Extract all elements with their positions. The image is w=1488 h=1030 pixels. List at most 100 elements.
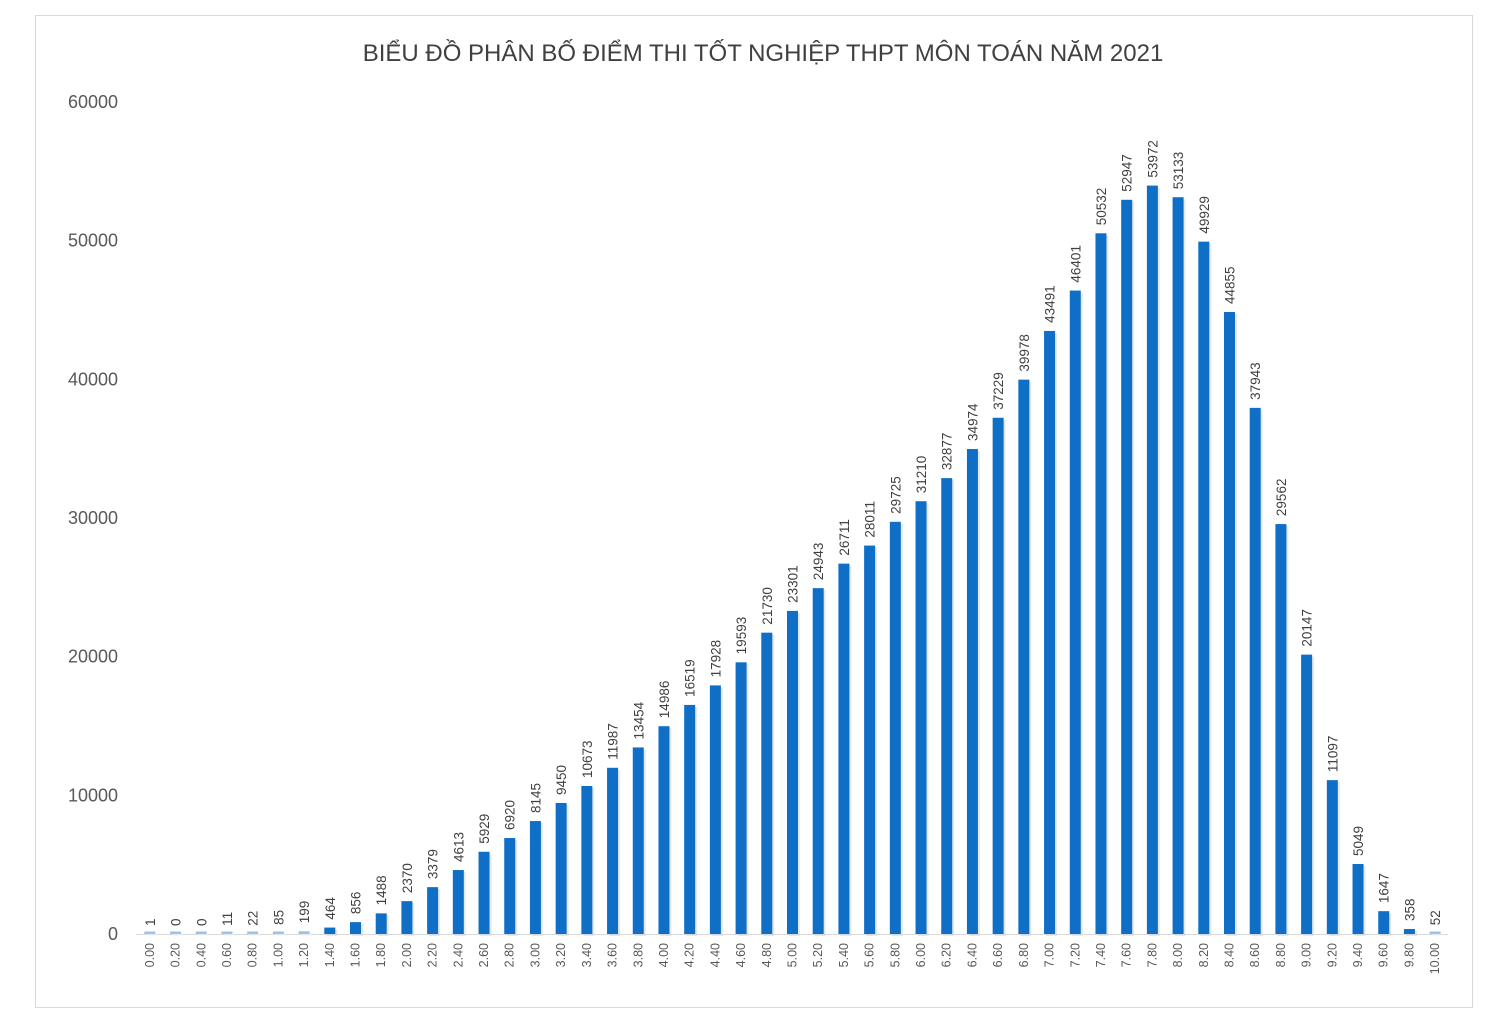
data-label: 22 <box>246 911 261 926</box>
x-tick-label: 2.80 <box>503 943 517 967</box>
data-label: 52947 <box>1120 154 1135 192</box>
x-tick-label: 1.00 <box>271 943 285 967</box>
data-label: 11987 <box>606 723 621 760</box>
x-tick-label: 8.60 <box>1248 943 1262 967</box>
data-label: 28011 <box>863 501 878 538</box>
bar <box>915 501 927 934</box>
bar-shadow <box>223 933 235 936</box>
bar <box>864 545 876 934</box>
data-label: 1488 <box>374 875 389 905</box>
y-tick-label: 50000 <box>68 231 118 251</box>
data-label: 37229 <box>991 372 1006 410</box>
bar <box>838 563 850 934</box>
y-tick-label: 10000 <box>68 785 118 805</box>
x-tick-label: 4.00 <box>657 943 671 967</box>
x-tick-label: 2.20 <box>426 943 440 967</box>
x-tick-label: 3.20 <box>554 943 568 967</box>
data-label: 9450 <box>554 765 569 795</box>
x-tick-label: 2.40 <box>451 943 465 967</box>
data-label: 13454 <box>631 701 646 739</box>
data-label: 53972 <box>1145 140 1160 178</box>
x-tick-label: 2.00 <box>400 943 414 967</box>
y-tick-label: 30000 <box>68 508 118 528</box>
bar <box>1069 290 1081 934</box>
bar-shadow <box>197 933 209 936</box>
bar <box>1378 911 1390 934</box>
bar <box>1018 379 1030 934</box>
data-label: 85 <box>271 910 286 925</box>
data-label: 24943 <box>811 543 826 581</box>
data-label: 37943 <box>1248 362 1263 400</box>
bar <box>350 922 361 934</box>
bar <box>607 767 619 934</box>
x-tick-label: 4.20 <box>683 943 697 967</box>
bar <box>247 931 259 934</box>
x-tick-label: 7.00 <box>1043 943 1057 967</box>
bar <box>889 521 901 934</box>
x-tick-label: 7.20 <box>1068 943 1082 967</box>
bar <box>761 632 773 934</box>
bar-shadow <box>249 933 261 936</box>
x-tick-label: 1.80 <box>374 943 388 967</box>
x-tick-label: 6.80 <box>1017 943 1031 967</box>
bar <box>298 931 310 934</box>
data-label: 5929 <box>477 814 492 844</box>
x-tick-label: 6.40 <box>965 943 979 967</box>
y-tick-label: 40000 <box>68 369 118 389</box>
data-labels: 1 0 0 11 22 85 199 464 856 1488 2370 3379 4613 5929 69… <box>143 140 1443 926</box>
bar <box>992 417 1004 934</box>
bar <box>170 931 182 934</box>
bar <box>1275 524 1287 934</box>
bar <box>1172 197 1184 934</box>
bar <box>941 478 953 934</box>
data-label: 17928 <box>708 640 723 678</box>
bar <box>272 931 284 934</box>
bar-shadow <box>300 933 312 936</box>
bar <box>684 704 696 934</box>
data-label: 11 <box>220 912 235 926</box>
x-tick-label: 0.80 <box>246 943 260 967</box>
bar <box>1198 241 1210 935</box>
x-tick-label: 4.60 <box>734 943 748 967</box>
x-tick-label: 4.40 <box>708 943 722 967</box>
x-tick-label: 0.00 <box>143 943 157 967</box>
bar <box>195 931 207 934</box>
bar <box>812 588 824 934</box>
bar-shadow <box>274 933 286 936</box>
bar <box>1352 863 1364 934</box>
data-label: 19593 <box>734 617 749 655</box>
y-tick-label: 20000 <box>68 647 118 667</box>
x-tick-label: 9.60 <box>1377 943 1391 967</box>
x-axis: 0.00 0.20 0.40 0.60 0.80 1.00 1.20 1.40 1.60 1.80… <box>143 943 1442 974</box>
data-label: 34974 <box>965 403 980 441</box>
x-tick-label: 8.40 <box>1223 943 1237 967</box>
data-label: 1647 <box>1377 873 1392 903</box>
x-tick-label: 5.00 <box>786 943 800 967</box>
bar <box>1224 312 1235 934</box>
y-axis: 0 10000 20000 30000 40000 50000 60000 <box>68 92 118 944</box>
data-label: 53133 <box>1171 152 1186 190</box>
data-label: 21730 <box>760 587 775 625</box>
score-distribution-chart: BIỂU ĐỒ PHÂN BỐ ĐIỂM THI TỐT NGHIỆP THPT… <box>68 39 1448 974</box>
bar <box>1326 780 1338 934</box>
x-tick-label: 1.40 <box>323 943 337 967</box>
x-tick-label: 9.40 <box>1351 943 1365 967</box>
bar <box>144 931 156 934</box>
data-label: 0 <box>169 918 184 926</box>
bar <box>709 685 721 934</box>
y-tick-label: 0 <box>108 924 118 944</box>
data-label: 26711 <box>837 519 852 556</box>
data-label: 3379 <box>426 849 441 879</box>
data-label: 199 <box>297 901 312 924</box>
data-label: 23301 <box>786 565 801 603</box>
data-label: 32877 <box>940 433 955 471</box>
x-tick-label: 8.80 <box>1274 943 1288 967</box>
data-label: 5049 <box>1351 826 1366 856</box>
data-label: 49929 <box>1197 196 1212 234</box>
x-tick-label: 7.60 <box>1120 943 1134 967</box>
x-tick-label: 6.60 <box>991 943 1005 967</box>
data-label: 11097 <box>1325 736 1340 773</box>
chart-title: BIỂU ĐỒ PHÂN BỐ ĐIỂM THI TỐT NGHIỆP THPT… <box>363 39 1164 67</box>
bar <box>401 901 413 934</box>
x-tick-label: 3.00 <box>528 943 542 967</box>
